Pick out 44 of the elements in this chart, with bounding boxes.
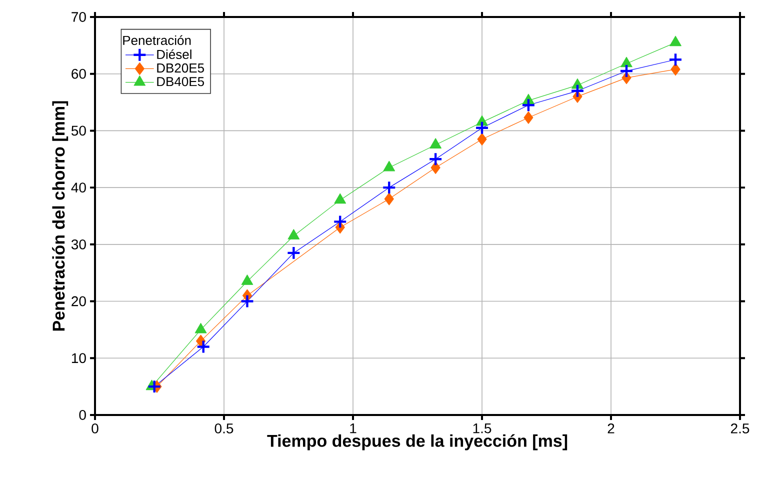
point [333,214,348,229]
y-tick-label: 70 [72,12,86,22]
point [620,56,632,68]
point [382,180,396,195]
point [241,274,254,285]
point [521,98,536,112]
point [668,52,683,67]
y-tick-label: 50 [71,126,86,136]
y-tick-label: 30 [71,239,86,250]
point [670,63,680,76]
legend-label: DB40E5 [157,76,204,86]
point [286,246,301,260]
point [384,192,394,206]
x-tick-label: 2 [608,424,614,434]
point [670,36,682,46]
legend-label: DB20E5 [157,63,204,73]
y-axis-title: Penetración del chorro [mm] [52,101,68,331]
point [194,322,207,334]
x-tick-label: 1.5 [473,424,492,434]
point [430,138,442,148]
x-tick-label: 0 [92,424,98,434]
y-tick-label: 0 [79,410,86,420]
point [334,193,346,204]
point [147,379,162,394]
point [524,111,534,124]
point [428,152,443,166]
point [477,132,487,146]
legend-label: Diésel [157,49,192,60]
point [288,229,300,240]
point [570,84,585,98]
point [196,340,210,354]
point [474,120,490,135]
x-tick-label: 2.5 [730,424,750,434]
x-axis-title: Tiempo despues de la inyección [ms] [267,434,568,450]
point [240,294,254,308]
point [619,64,634,78]
y-tick-label: 20 [72,296,86,306]
legend-title: Penetración [123,35,191,46]
y-tick-label: 60 [72,68,86,79]
x-tick-label: 1 [350,424,356,434]
point [383,160,396,172]
x-tick-label: 0.5 [214,424,234,434]
y-tick-label: 40 [71,182,86,193]
y-tick-label: 10 [72,353,86,364]
